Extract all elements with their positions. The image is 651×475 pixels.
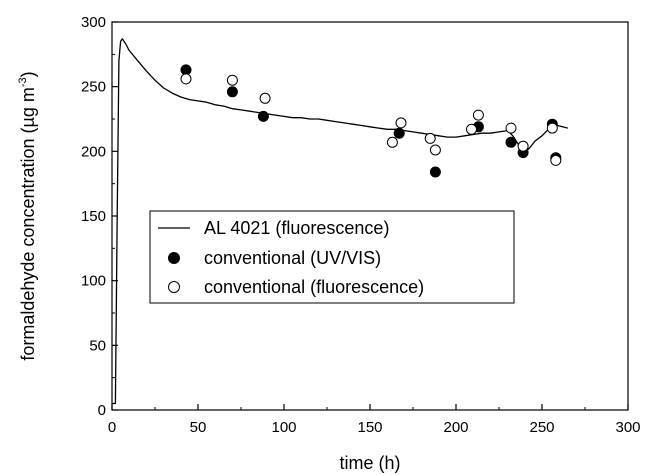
data-point-fluorescence — [424, 132, 436, 144]
data-point-fluorescence — [395, 117, 407, 129]
data-point-fluorescence — [429, 144, 441, 156]
data-point-fluorescence — [466, 123, 477, 135]
series-layer — [112, 38, 568, 405]
data-point-fluorescence — [226, 74, 238, 86]
y-tick-label: 250 — [81, 79, 106, 96]
data-point-uvvis — [257, 110, 269, 122]
y-tick-label: 150 — [81, 208, 106, 225]
y-tick-label: 0 — [98, 402, 106, 419]
legend-filled-circle-marker — [168, 252, 180, 264]
data-point-uvvis — [226, 86, 238, 98]
legend: AL 4021 (fluorescence) conventional (UV/… — [149, 210, 515, 304]
data-point-fluorescence — [259, 92, 271, 104]
legend-box — [149, 210, 515, 304]
data-point-fluorescence — [505, 122, 517, 134]
data-point-fluorescence — [472, 109, 484, 121]
axis-tick-labels: 0 50 100 150 200 250 300 0 50 100 150 200 250 300 — [81, 14, 641, 436]
data-point-fluorescence — [546, 122, 558, 134]
data-point-uvvis — [505, 136, 517, 148]
data-point-uvvis — [393, 127, 405, 139]
y-tick-label: 200 — [81, 143, 106, 160]
x-tick-label: 300 — [615, 419, 640, 436]
legend-label-fluorescence: conventional (fluorescence) — [204, 277, 424, 297]
x-tick-label: 200 — [443, 419, 468, 436]
y-tick-label: 50 — [89, 337, 106, 354]
legend-label-uvvis: conventional (UV/VIS) — [204, 248, 381, 268]
x-tick-label: 0 — [108, 419, 116, 436]
y-tick-label: 100 — [81, 273, 106, 290]
axis-ticks — [111, 21, 629, 411]
legend-open-circle-marker — [168, 281, 180, 293]
data-point-uvvis — [429, 166, 441, 178]
x-tick-label: 100 — [271, 419, 296, 436]
data-point-fluorescence — [386, 136, 398, 148]
y-axis-label: formaldehyde concentration (µg m-3) — [17, 71, 38, 360]
x-tick-label: 150 — [357, 419, 382, 436]
data-point-fluorescence — [550, 154, 562, 166]
x-tick-label: 250 — [529, 419, 554, 436]
y-tick-label: 300 — [81, 14, 106, 31]
x-tick-label: 50 — [190, 419, 207, 436]
data-point-fluorescence — [180, 73, 192, 85]
legend-label-al4021: AL 4021 (fluorescence) — [204, 218, 389, 238]
data-point-fluorescence — [517, 140, 529, 152]
x-axis-label: time (h) — [339, 453, 400, 473]
